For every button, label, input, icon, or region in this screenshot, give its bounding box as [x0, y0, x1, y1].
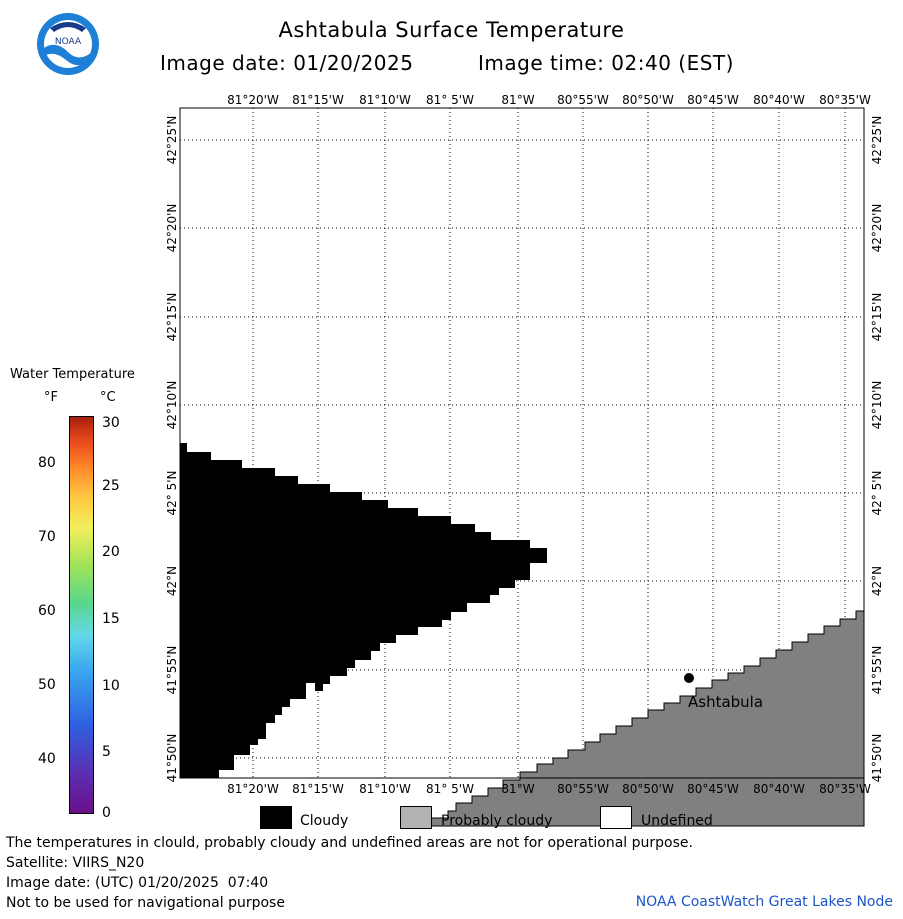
lon-label: 80°40'W	[753, 93, 805, 107]
lon-label: 81° 5'W	[426, 782, 474, 796]
tick-f: 60	[38, 603, 56, 619]
ashtabula-marker	[684, 673, 694, 683]
lat-label: 42° 5'N	[165, 471, 179, 516]
lat-label: 41°50'N	[870, 734, 884, 783]
lon-label: 80°50'W	[622, 93, 674, 107]
lat-label: 42°N	[870, 566, 884, 596]
lon-label: 80°40'W	[753, 782, 805, 796]
lon-label: 81°20'W	[227, 782, 279, 796]
probably-cloudy-swatch	[400, 806, 432, 829]
lat-labels-left: 42°25'N 42°20'N 42°15'N 42°10'N 42° 5'N 42°N 4…	[165, 116, 179, 783]
lon-label: 81°W	[501, 782, 534, 796]
logo-text: NOAA	[55, 37, 82, 47]
tick-c: 15	[102, 611, 120, 627]
satellite-text: Satellite: VIIRS_N20	[6, 855, 145, 871]
lat-label: 41°55'N	[870, 646, 884, 695]
lon-label: 81°10'W	[359, 782, 411, 796]
land-region	[423, 610, 865, 827]
lon-label: 80°45'W	[687, 782, 739, 796]
city-label: Ashtabula	[688, 693, 763, 711]
lat-label: 41°50'N	[165, 734, 179, 783]
temperature-colorbar	[69, 416, 94, 814]
undefined-swatch	[600, 806, 632, 829]
lat-label: 42°20'N	[165, 204, 179, 253]
lon-labels-bottom: 81°20'W 81°15'W 81°10'W 81° 5'W 81°W 80°55'W 8…	[227, 782, 871, 796]
tick-f: 50	[38, 677, 56, 693]
tick-f: 40	[38, 751, 56, 767]
lon-label: 80°45'W	[687, 93, 739, 107]
cloudy-swatch	[260, 806, 292, 829]
lon-label: 81°15'W	[292, 782, 344, 796]
noaa-logo: NOAA	[37, 13, 99, 75]
navigation-warning: Not to be used for navigational purpose	[6, 895, 285, 911]
lat-label: 42°10'N	[165, 381, 179, 430]
lat-label: 42°25'N	[870, 116, 884, 165]
legend-title: Water Temperature	[10, 367, 135, 382]
lon-label: 81°W	[501, 93, 534, 107]
cloudy-region	[180, 443, 547, 778]
lon-label: 80°50'W	[622, 782, 674, 796]
tick-c: 25	[102, 478, 120, 494]
tick-c: 0	[102, 805, 111, 821]
lon-label: 80°55'W	[557, 782, 609, 796]
lon-label: 81°15'W	[292, 93, 344, 107]
lat-label: 42°20'N	[870, 204, 884, 253]
tick-f: 80	[38, 455, 56, 471]
lat-label: 42°15'N	[165, 293, 179, 342]
disclaimer-text: The temperatures in clould, probably clo…	[6, 835, 693, 851]
image-date: Image date: 01/20/2025	[160, 51, 414, 75]
lat-label: 42°10'N	[870, 381, 884, 430]
tick-c: 20	[102, 544, 120, 560]
image-time: Image time: 02:40 (EST)	[478, 51, 734, 75]
lat-label: 42° 5'N	[870, 471, 884, 516]
lat-labels-right: 42°25'N 42°20'N 42°15'N 42°10'N 42° 5'N 42°N 4…	[870, 116, 884, 783]
unit-celsius: °C	[100, 390, 116, 405]
tick-c: 30	[102, 415, 120, 431]
lat-label: 42°15'N	[870, 293, 884, 342]
tick-c: 5	[102, 744, 111, 760]
lon-label: 81°10'W	[359, 93, 411, 107]
probably-cloudy-label: Probably cloudy	[441, 813, 553, 829]
lon-label: 80°35'W	[819, 782, 871, 796]
lat-label: 42°N	[165, 566, 179, 596]
credit-text: NOAA CoastWatch Great Lakes Node	[635, 894, 893, 910]
cloudy-label: Cloudy	[300, 813, 349, 829]
undefined-label: Undefined	[641, 813, 713, 829]
lat-label: 42°25'N	[165, 116, 179, 165]
tick-f: 70	[38, 529, 56, 545]
page-title: Ashtabula Surface Temperature	[278, 18, 625, 42]
lon-label: 80°35'W	[819, 93, 871, 107]
utc-date-text: Image date: (UTC) 01/20/2025 07:40	[6, 875, 269, 891]
unit-fahrenheit: °F	[44, 390, 58, 405]
tick-c: 10	[102, 678, 120, 694]
lon-label: 81°20'W	[227, 93, 279, 107]
lon-label: 80°55'W	[557, 93, 609, 107]
map-frame	[179, 107, 865, 779]
lon-label: 81° 5'W	[426, 93, 474, 107]
lat-label: 41°55'N	[165, 646, 179, 695]
lon-labels-top: 81°20'W 81°15'W 81°10'W 81° 5'W 81°W 80°55'W 8…	[227, 93, 871, 107]
